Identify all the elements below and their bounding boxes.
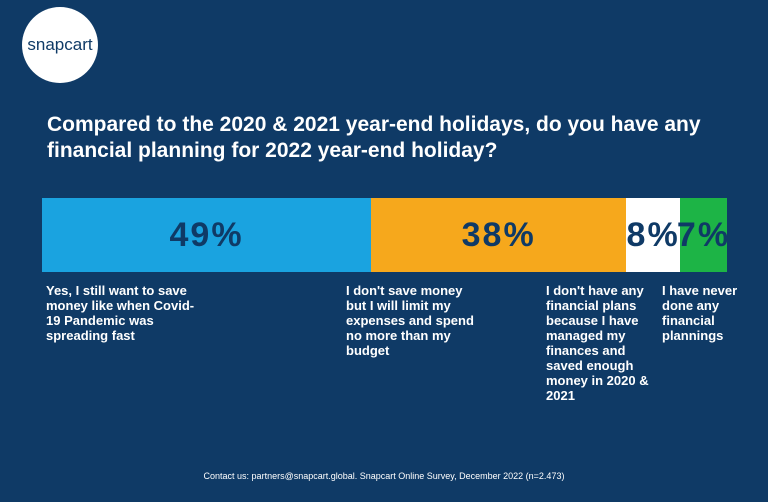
- value-label: 8%: [626, 215, 680, 254]
- bar: 49% 38% 8% 7%: [42, 198, 731, 272]
- bar-segment: 49%: [42, 198, 372, 272]
- legend-label: I don't save money but I will limit my e…: [346, 283, 474, 358]
- chart-title: Compared to the 2020 & 2021 year-end hol…: [47, 113, 701, 162]
- legend-label: I don't have any financial plans because…: [546, 283, 649, 403]
- footer: Contact us: partners@snapcart.global. Sn…: [203, 471, 565, 481]
- legend-label: I have never done any financial planning…: [662, 283, 738, 343]
- bar-segment: 8%: [626, 198, 680, 272]
- logo: snapcart: [22, 7, 98, 83]
- bar-segment: 7%: [676, 198, 731, 272]
- value-label: 49%: [169, 215, 244, 254]
- bar-segment: 38%: [371, 198, 627, 272]
- value-label: 38%: [461, 215, 536, 254]
- value-label: 7%: [676, 215, 731, 254]
- legend-label: Yes, I still want to save money like whe…: [46, 283, 195, 343]
